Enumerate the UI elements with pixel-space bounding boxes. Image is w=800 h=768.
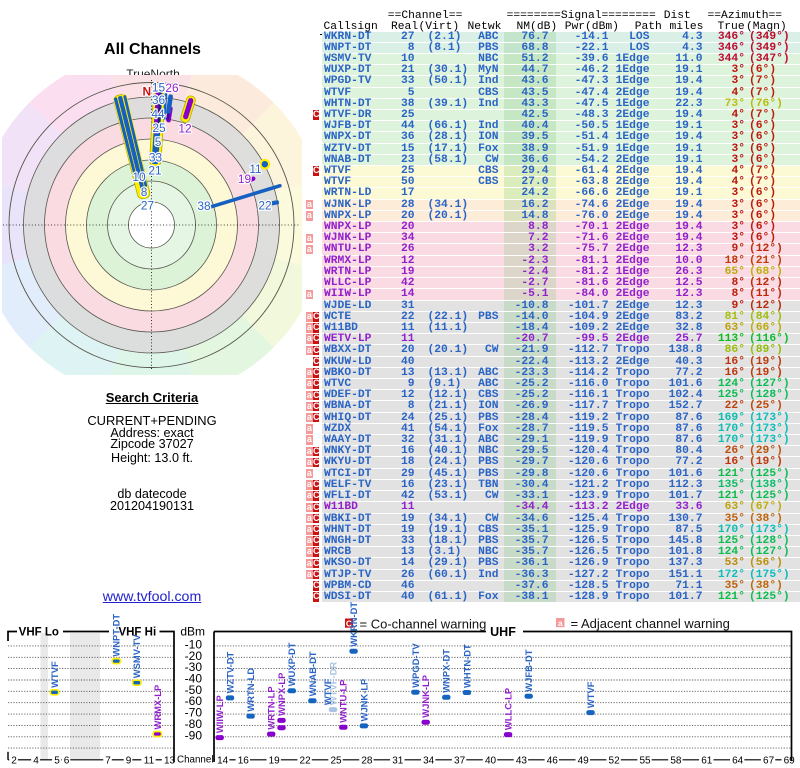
svg-text:55: 55: [639, 755, 651, 766]
svg-text:11: 11: [144, 755, 155, 766]
svg-text:27: 27: [141, 199, 155, 213]
svg-text:a: a: [558, 618, 563, 628]
svg-text:7: 7: [105, 755, 111, 766]
svg-text:43: 43: [516, 755, 528, 766]
svg-text:WKRN-DT: WKRN-DT: [348, 602, 359, 647]
svg-text:8: 8: [141, 185, 148, 199]
svg-text:WNAB-DT: WNAB-DT: [307, 651, 318, 696]
svg-text:WUXP-DT: WUXP-DT: [286, 642, 297, 686]
svg-text:25: 25: [330, 755, 342, 766]
svg-text:5: 5: [54, 755, 60, 766]
svg-text:34: 34: [423, 755, 435, 766]
svg-text:9: 9: [126, 755, 132, 766]
svg-text:22: 22: [300, 755, 312, 766]
svg-text:WRTN-LD: WRTN-LD: [245, 668, 256, 712]
svg-text:61: 61: [701, 755, 713, 766]
svg-text:36: 36: [152, 93, 166, 107]
svg-text:WIIW-LP: WIIW-LP: [214, 695, 225, 733]
svg-text:C: C: [346, 618, 352, 628]
svg-text:26: 26: [165, 81, 179, 95]
svg-text:dBm: dBm: [180, 625, 205, 639]
svg-text:31: 31: [392, 755, 404, 766]
svg-text:44: 44: [151, 107, 165, 121]
svg-text:21: 21: [148, 164, 162, 178]
svg-text:64: 64: [732, 755, 744, 766]
svg-text:46: 46: [547, 755, 559, 766]
svg-text:WNPT-DT: WNPT-DT: [111, 614, 122, 657]
svg-text:69: 69: [784, 755, 796, 766]
svg-text:40: 40: [485, 755, 497, 766]
svg-text:-10: -10: [185, 637, 203, 651]
svg-text:VHF Hi: VHF Hi: [118, 627, 156, 639]
svg-text:-30: -30: [185, 660, 203, 674]
svg-text:WPGD-TV: WPGD-TV: [410, 643, 421, 688]
svg-text:-50: -50: [185, 683, 203, 697]
svg-text:19: 19: [269, 755, 281, 766]
svg-text:4: 4: [33, 755, 39, 766]
svg-text:WRMX-LP: WRMX-LP: [152, 685, 163, 730]
svg-text:5: 5: [155, 135, 162, 149]
svg-text:WJFB-DT: WJFB-DT: [523, 649, 534, 691]
svg-text:= Adjacent channel warning: = Adjacent channel warning: [571, 616, 730, 631]
svg-text:15: 15: [152, 81, 166, 95]
svg-text:-70: -70: [185, 706, 203, 720]
svg-text:WNTU-LP: WNTU-LP: [338, 680, 349, 723]
svg-text:WZTV-DT: WZTV-DT: [224, 651, 235, 693]
svg-text:52: 52: [609, 755, 621, 766]
svg-text:67: 67: [763, 755, 775, 766]
svg-text:WTVF-DR: WTVF-DR: [327, 662, 338, 705]
svg-text:16: 16: [238, 755, 250, 766]
svg-text:12: 12: [178, 122, 192, 136]
svg-text:UHF: UHF: [490, 625, 516, 639]
svg-text:58: 58: [670, 755, 682, 766]
svg-text:25: 25: [152, 121, 166, 135]
svg-text:11: 11: [249, 162, 262, 176]
svg-text:19: 19: [238, 172, 252, 186]
svg-text:10: 10: [132, 170, 146, 184]
svg-text:WNPX-DT: WNPX-DT: [441, 649, 452, 693]
svg-text:22: 22: [258, 199, 272, 213]
svg-text:-80: -80: [185, 717, 203, 731]
svg-text:49: 49: [578, 755, 590, 766]
svg-text:-60: -60: [185, 694, 203, 708]
svg-text:WSMV-TV: WSMV-TV: [131, 634, 142, 678]
svg-text:37: 37: [454, 755, 466, 766]
svg-text:N: N: [143, 85, 152, 99]
svg-text:13: 13: [164, 755, 176, 766]
svg-text:WLLC-LP: WLLC-LP: [503, 688, 514, 730]
svg-text:28: 28: [361, 755, 373, 766]
svg-text:Channel: Channel: [177, 755, 214, 766]
svg-text:14: 14: [217, 755, 229, 766]
svg-text:-90: -90: [185, 728, 203, 742]
svg-text:WTVF: WTVF: [585, 681, 596, 708]
svg-text:WJNK-LP: WJNK-LP: [420, 675, 431, 718]
svg-text:WHTN-DT: WHTN-DT: [461, 644, 472, 688]
svg-text:38: 38: [197, 199, 211, 213]
svg-text:WRTN-LP: WRTN-LP: [266, 686, 277, 729]
svg-text:6: 6: [64, 755, 70, 766]
svg-text:VHF Lo: VHF Lo: [19, 627, 59, 639]
svg-text:2: 2: [11, 755, 17, 766]
svg-text:33: 33: [149, 151, 163, 165]
svg-text:-40: -40: [185, 671, 203, 685]
svg-text:-20: -20: [185, 649, 203, 663]
svg-text:WTVF: WTVF: [49, 661, 60, 688]
svg-text:WJNK-LP: WJNK-LP: [358, 679, 369, 722]
svg-text:= Co-channel warning: = Co-channel warning: [360, 617, 487, 632]
svg-text:WTVF: WTVF: [322, 678, 333, 705]
svg-text:WNPX-LP: WNPX-LP: [276, 673, 287, 716]
